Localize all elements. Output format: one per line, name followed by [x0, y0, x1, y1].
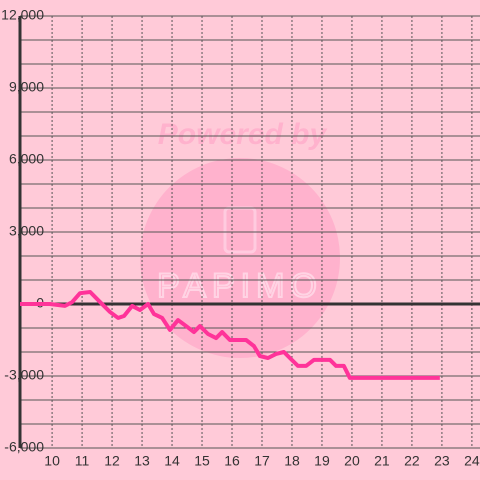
- y-tick-label: -3,000: [4, 367, 44, 383]
- data-line: [20, 290, 440, 380]
- x-tick-label: 13: [134, 453, 150, 469]
- x-tick-label: 22: [404, 453, 420, 469]
- y-tick-label: 3,000: [9, 223, 44, 239]
- x-tick-label: 23: [434, 453, 450, 469]
- x-tick-label: 18: [284, 453, 300, 469]
- x-tick-label: 14: [164, 453, 180, 469]
- watermark: Powered by PAPIMO: [140, 118, 340, 358]
- watermark-logo: PAPIMO: [157, 267, 323, 305]
- x-tick-label: 21: [374, 453, 390, 469]
- x-tick-label: 19: [314, 453, 330, 469]
- y-tick-label: 6,000: [9, 151, 44, 167]
- y-tick-label: 12,000: [1, 7, 44, 23]
- x-tick-label: 15: [194, 453, 210, 469]
- x-tick-label: 12: [104, 453, 120, 469]
- x-tick-label: 16: [224, 453, 240, 469]
- x-tick-label: 10: [44, 453, 60, 469]
- x-tick-label: 11: [75, 453, 90, 469]
- x-tick-label: 20: [344, 453, 360, 469]
- y-tick-label: 9,000: [9, 79, 44, 95]
- watermark-text: Powered by: [158, 118, 328, 151]
- x-tick-label: 24: [464, 453, 480, 469]
- x-tick-label: 17: [254, 453, 270, 469]
- y-tick-label: -6,000: [4, 439, 44, 455]
